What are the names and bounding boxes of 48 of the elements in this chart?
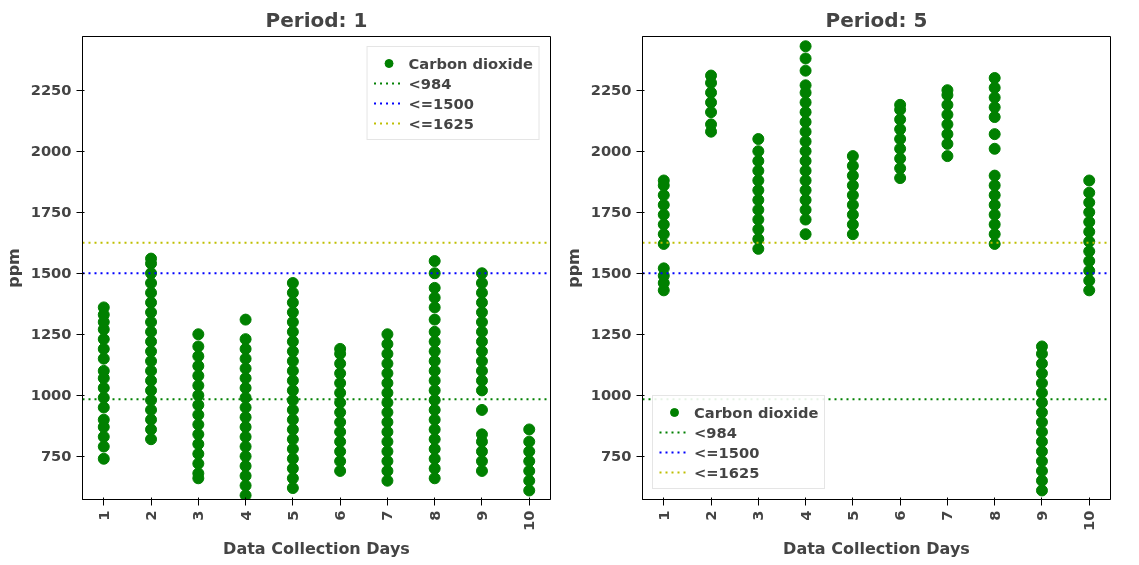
x-tick-label: 8 <box>985 510 1003 521</box>
x-tick-label: 4 <box>796 510 814 521</box>
x-tick-label: 5 <box>843 510 861 521</box>
legend-label: <=1500 <box>694 443 760 461</box>
y-axis-title: ppm <box>3 248 23 288</box>
legend-label: <=1625 <box>694 463 760 481</box>
y-tick-label: 750 <box>600 447 632 465</box>
y-tick-label: 2000 <box>590 142 632 160</box>
x-axis-title: Data Collection Days <box>783 538 970 558</box>
x-tick-label: 9 <box>1032 510 1050 521</box>
legend-label: Carbon dioxide <box>694 403 819 421</box>
y-tick-label: 1750 <box>590 203 632 221</box>
legend-label: <=1500 <box>408 94 474 112</box>
legend-label: <984 <box>694 423 737 441</box>
x-tick-label: 3 <box>749 510 767 521</box>
y-tick-label: 750 <box>40 447 72 465</box>
legend-label: <984 <box>408 74 452 92</box>
x-tick-label: 2 <box>142 510 160 521</box>
x-tick-label: 5 <box>283 510 301 521</box>
x-tick-label: 3 <box>189 510 207 521</box>
y-tick-label: 1500 <box>30 264 72 282</box>
y-tick-label: 1750 <box>30 203 72 221</box>
y-tick-label: 1500 <box>590 264 632 282</box>
y-axis-title: ppm <box>563 248 583 288</box>
x-tick-label: 6 <box>331 510 349 521</box>
y-tick-label: 1250 <box>30 325 72 343</box>
x-tick-label: 10 <box>520 510 538 531</box>
y-tick-label: 1000 <box>30 386 72 404</box>
chart-title: Period: 5 <box>825 7 928 32</box>
x-tick-label: 8 <box>425 510 443 521</box>
x-tick-label: 6 <box>891 510 909 521</box>
x-tick-label: 1 <box>654 510 672 521</box>
legend-label: Carbon dioxide <box>408 54 533 72</box>
x-tick-label: 9 <box>472 510 490 521</box>
x-tick-label: 7 <box>938 510 956 521</box>
y-tick-label: 2250 <box>30 81 72 99</box>
legend-label: <=1625 <box>408 114 474 132</box>
y-tick-label: 2250 <box>590 81 632 99</box>
x-axis-title: Data Collection Days <box>223 538 410 558</box>
y-tick-label: 2000 <box>30 142 72 160</box>
x-tick-label: 4 <box>236 510 254 521</box>
x-tick-label: 2 <box>702 510 720 521</box>
y-tick-label: 1000 <box>590 386 632 404</box>
x-tick-label: 1 <box>94 510 112 521</box>
x-tick-label: 10 <box>1080 510 1098 531</box>
chart-title: Period: 1 <box>265 7 368 32</box>
y-tick-label: 1250 <box>590 325 632 343</box>
x-tick-label: 7 <box>378 510 396 521</box>
